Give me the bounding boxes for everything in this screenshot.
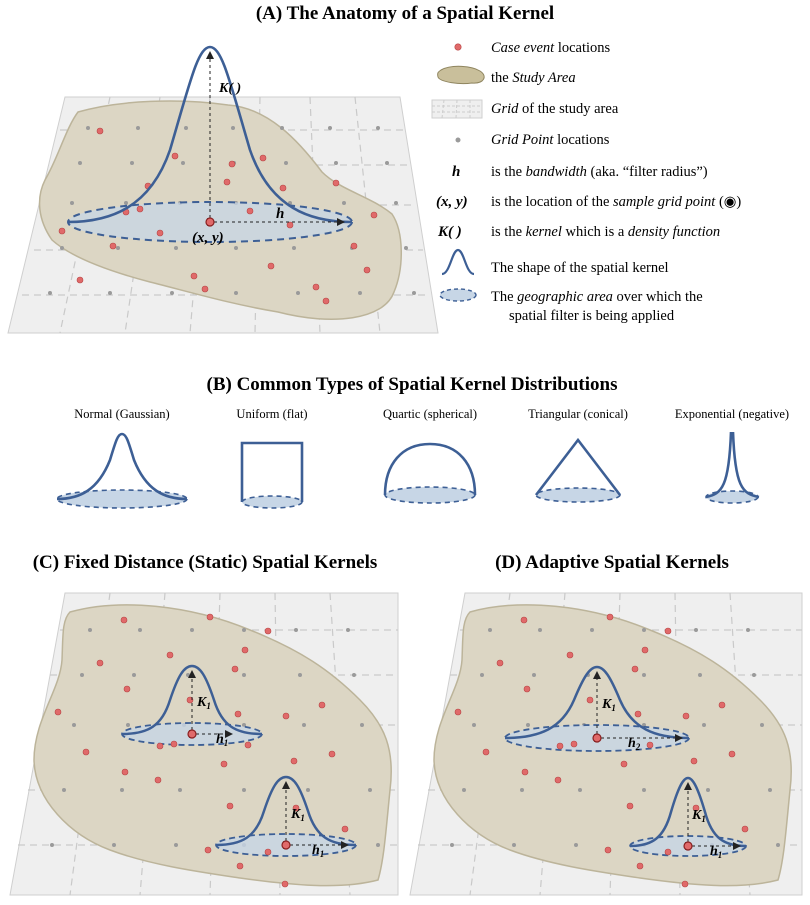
panel-a-map: K( ) h (x, y) [7,45,439,334]
legend-case-text: Case event locations [491,40,611,56]
type-uniform-label: Uniform (flat) [236,407,307,421]
d-k-top: K1 [601,697,616,713]
panel-b-title: (B) Common Types of Spatial Kernel Distr… [207,374,618,395]
xy-label: (x, y) [192,230,224,246]
geo-area-icon [439,288,477,302]
exponential-kernel-icon [705,431,760,504]
type-normal-label: Normal (Gaussian) [74,407,169,421]
type-exponential-label: Exponential (negative) [675,407,789,421]
kernel-curve [67,45,353,224]
sample-point [205,217,215,227]
legend-study-text: the Study Area [491,70,576,86]
panel-a-title: (A) The Anatomy of a Spatial Kernel [256,3,554,24]
c-h-bottom: h1 [312,843,324,859]
legend-gridpoint-text: Grid Point locations [491,132,610,148]
legend-kernel-text: is the kernel which is a density functio… [491,224,720,240]
kernel-symbol: K( ) [437,224,462,240]
kernel-types: Normal (Gaussian) Uniform (flat) Quartic… [56,407,789,509]
panel-c-title: (C) Fixed Distance (Static) Spatial Kern… [33,552,378,573]
d-k-bottom: K1 [691,808,706,824]
legend-xy-text: is the location of the sample grid point… [491,194,741,210]
triangular-kernel-icon [534,437,622,503]
uniform-kernel-icon [240,441,304,509]
legend-grid-text: Grid of the study area [491,101,619,117]
quartic-kernel-icon [383,442,477,504]
bandwidth-symbol: h [452,164,460,180]
panel-d-title: (D) Adaptive Spatial Kernels [495,552,729,573]
legend-geo-text-line2: spatial filter is being applied [509,308,675,324]
grid-points [48,126,416,295]
grid-point-icon [455,137,461,143]
study-area-icon [437,65,485,85]
grid-icon [431,99,483,119]
c-k-top: K1 [196,695,211,711]
normal-kernel-icon [56,432,188,509]
d-h-bottom: h1 [710,844,722,860]
bandwidth-label: h [276,206,284,222]
type-quartic-label: Quartic (spherical) [383,407,477,421]
c-k-bottom: K1 [290,807,305,823]
case-dot-icon [454,43,462,51]
kernel-label: K( ) [218,81,241,96]
type-triangular-label: Triangular (conical) [528,407,628,421]
d-h-top: h2 [628,736,641,752]
panel-d-map: K1 K1 h2 h1 [409,592,803,896]
c-h-top: h1 [216,732,228,748]
xy-symbol: (x, y) [436,194,468,210]
panel-c-map: K1 h1 K1 h1 [9,592,399,896]
panel-a-legend: Case event locations the Study Area Grid… [431,40,741,324]
legend-bandwidth-text: is the bandwidth (aka. “filter radius”) [491,164,708,180]
legend-geo-text: The geographic area over which the [491,289,703,305]
legend-shape-text: The shape of the spatial kernel [491,260,669,276]
kernel-shape-icon [441,248,475,276]
